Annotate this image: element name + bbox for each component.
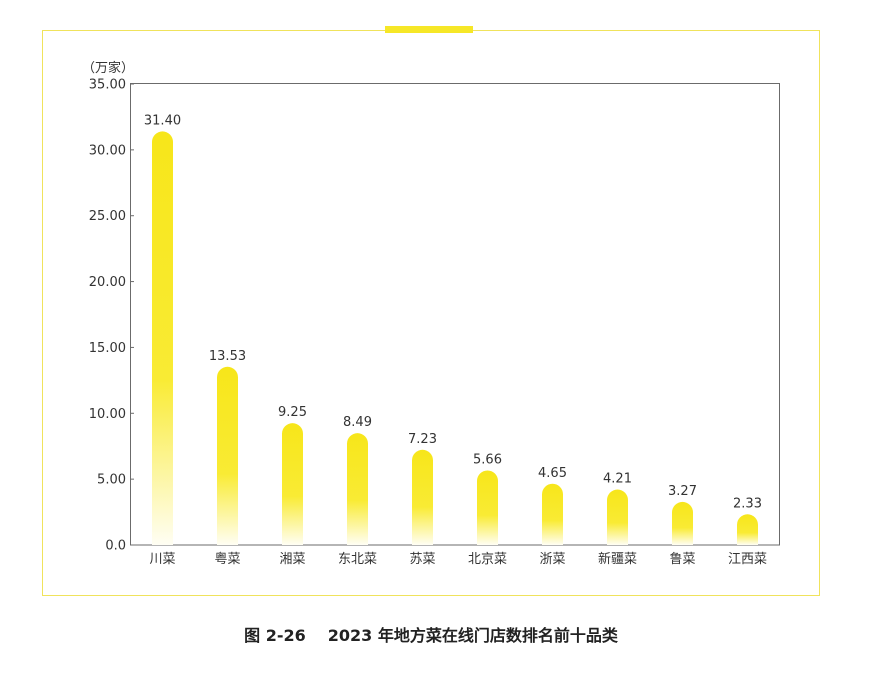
bar-3 bbox=[282, 423, 303, 545]
category-label-9: 鲁菜 bbox=[669, 552, 695, 567]
bar-chart: （万家） 0.0 5.00 10.00 15.00 20.00 25.00 30.00 35.… bbox=[82, 60, 780, 567]
category-label-3: 湘菜 bbox=[279, 552, 305, 567]
x-axis: 川菜 粤菜 湘菜 东北菜 苏菜 北京菜 浙菜 新疆菜 鲁菜 江西菜 bbox=[149, 551, 767, 567]
y-tick-label: 0.0 bbox=[105, 539, 126, 554]
bar-8 bbox=[607, 489, 628, 545]
bar-9 bbox=[672, 501, 693, 545]
category-label-1: 川菜 bbox=[149, 552, 175, 567]
bar-1 bbox=[152, 131, 173, 545]
value-label-3: 9.25 bbox=[278, 405, 307, 420]
value-label-5: 7.23 bbox=[408, 432, 437, 447]
value-label-4: 8.49 bbox=[343, 415, 372, 430]
bar-7 bbox=[542, 483, 563, 545]
figure-caption: 图 2-26 2023 年地方菜在线门店数排名前十品类 bbox=[42, 622, 820, 646]
value-label-2: 13.53 bbox=[209, 349, 246, 364]
bars bbox=[152, 131, 758, 545]
bar-5 bbox=[412, 449, 433, 545]
y-axis: 0.0 5.00 10.00 15.00 20.00 25.00 30.00 35.00 bbox=[89, 78, 134, 554]
value-label-1: 31.40 bbox=[144, 113, 181, 128]
value-label-6: 5.66 bbox=[473, 452, 502, 467]
y-tick-label: 20.00 bbox=[89, 275, 126, 290]
value-label-8: 4.21 bbox=[603, 472, 632, 487]
category-label-2: 粤菜 bbox=[214, 551, 240, 567]
value-label-7: 4.65 bbox=[538, 466, 567, 481]
y-tick-label: 35.00 bbox=[89, 78, 126, 93]
category-label-4: 东北菜 bbox=[338, 552, 377, 567]
bar-6 bbox=[477, 470, 498, 545]
category-label-10: 江西菜 bbox=[728, 552, 767, 567]
plot-area bbox=[130, 83, 780, 546]
bar-2 bbox=[217, 366, 238, 545]
category-label-8: 新疆菜 bbox=[598, 551, 637, 567]
y-tick-label: 30.00 bbox=[89, 143, 126, 158]
y-axis-unit-label: （万家） bbox=[82, 60, 134, 76]
category-label-5: 苏菜 bbox=[409, 551, 435, 567]
y-tick-label: 10.00 bbox=[89, 407, 126, 422]
y-tick-label: 5.00 bbox=[97, 473, 126, 488]
y-tick-label: 25.00 bbox=[89, 209, 126, 224]
bar-10 bbox=[737, 514, 758, 545]
bar-4 bbox=[347, 433, 368, 545]
frame-top-tab bbox=[385, 26, 473, 33]
figure-title: 2023 年地方菜在线门店数排名前十品类 bbox=[327, 626, 618, 645]
category-label-7: 浙菜 bbox=[539, 552, 565, 567]
value-label-10: 2.33 bbox=[733, 496, 762, 511]
value-label-9: 3.27 bbox=[668, 484, 697, 499]
y-tick-label: 15.00 bbox=[89, 341, 126, 356]
category-label-6: 北京菜 bbox=[468, 552, 507, 567]
figure-number: 图 2-26 bbox=[244, 626, 306, 645]
value-labels: 31.40 13.53 9.25 8.49 7.23 5.66 4.65 4.21 3.27 2.… bbox=[144, 113, 762, 511]
